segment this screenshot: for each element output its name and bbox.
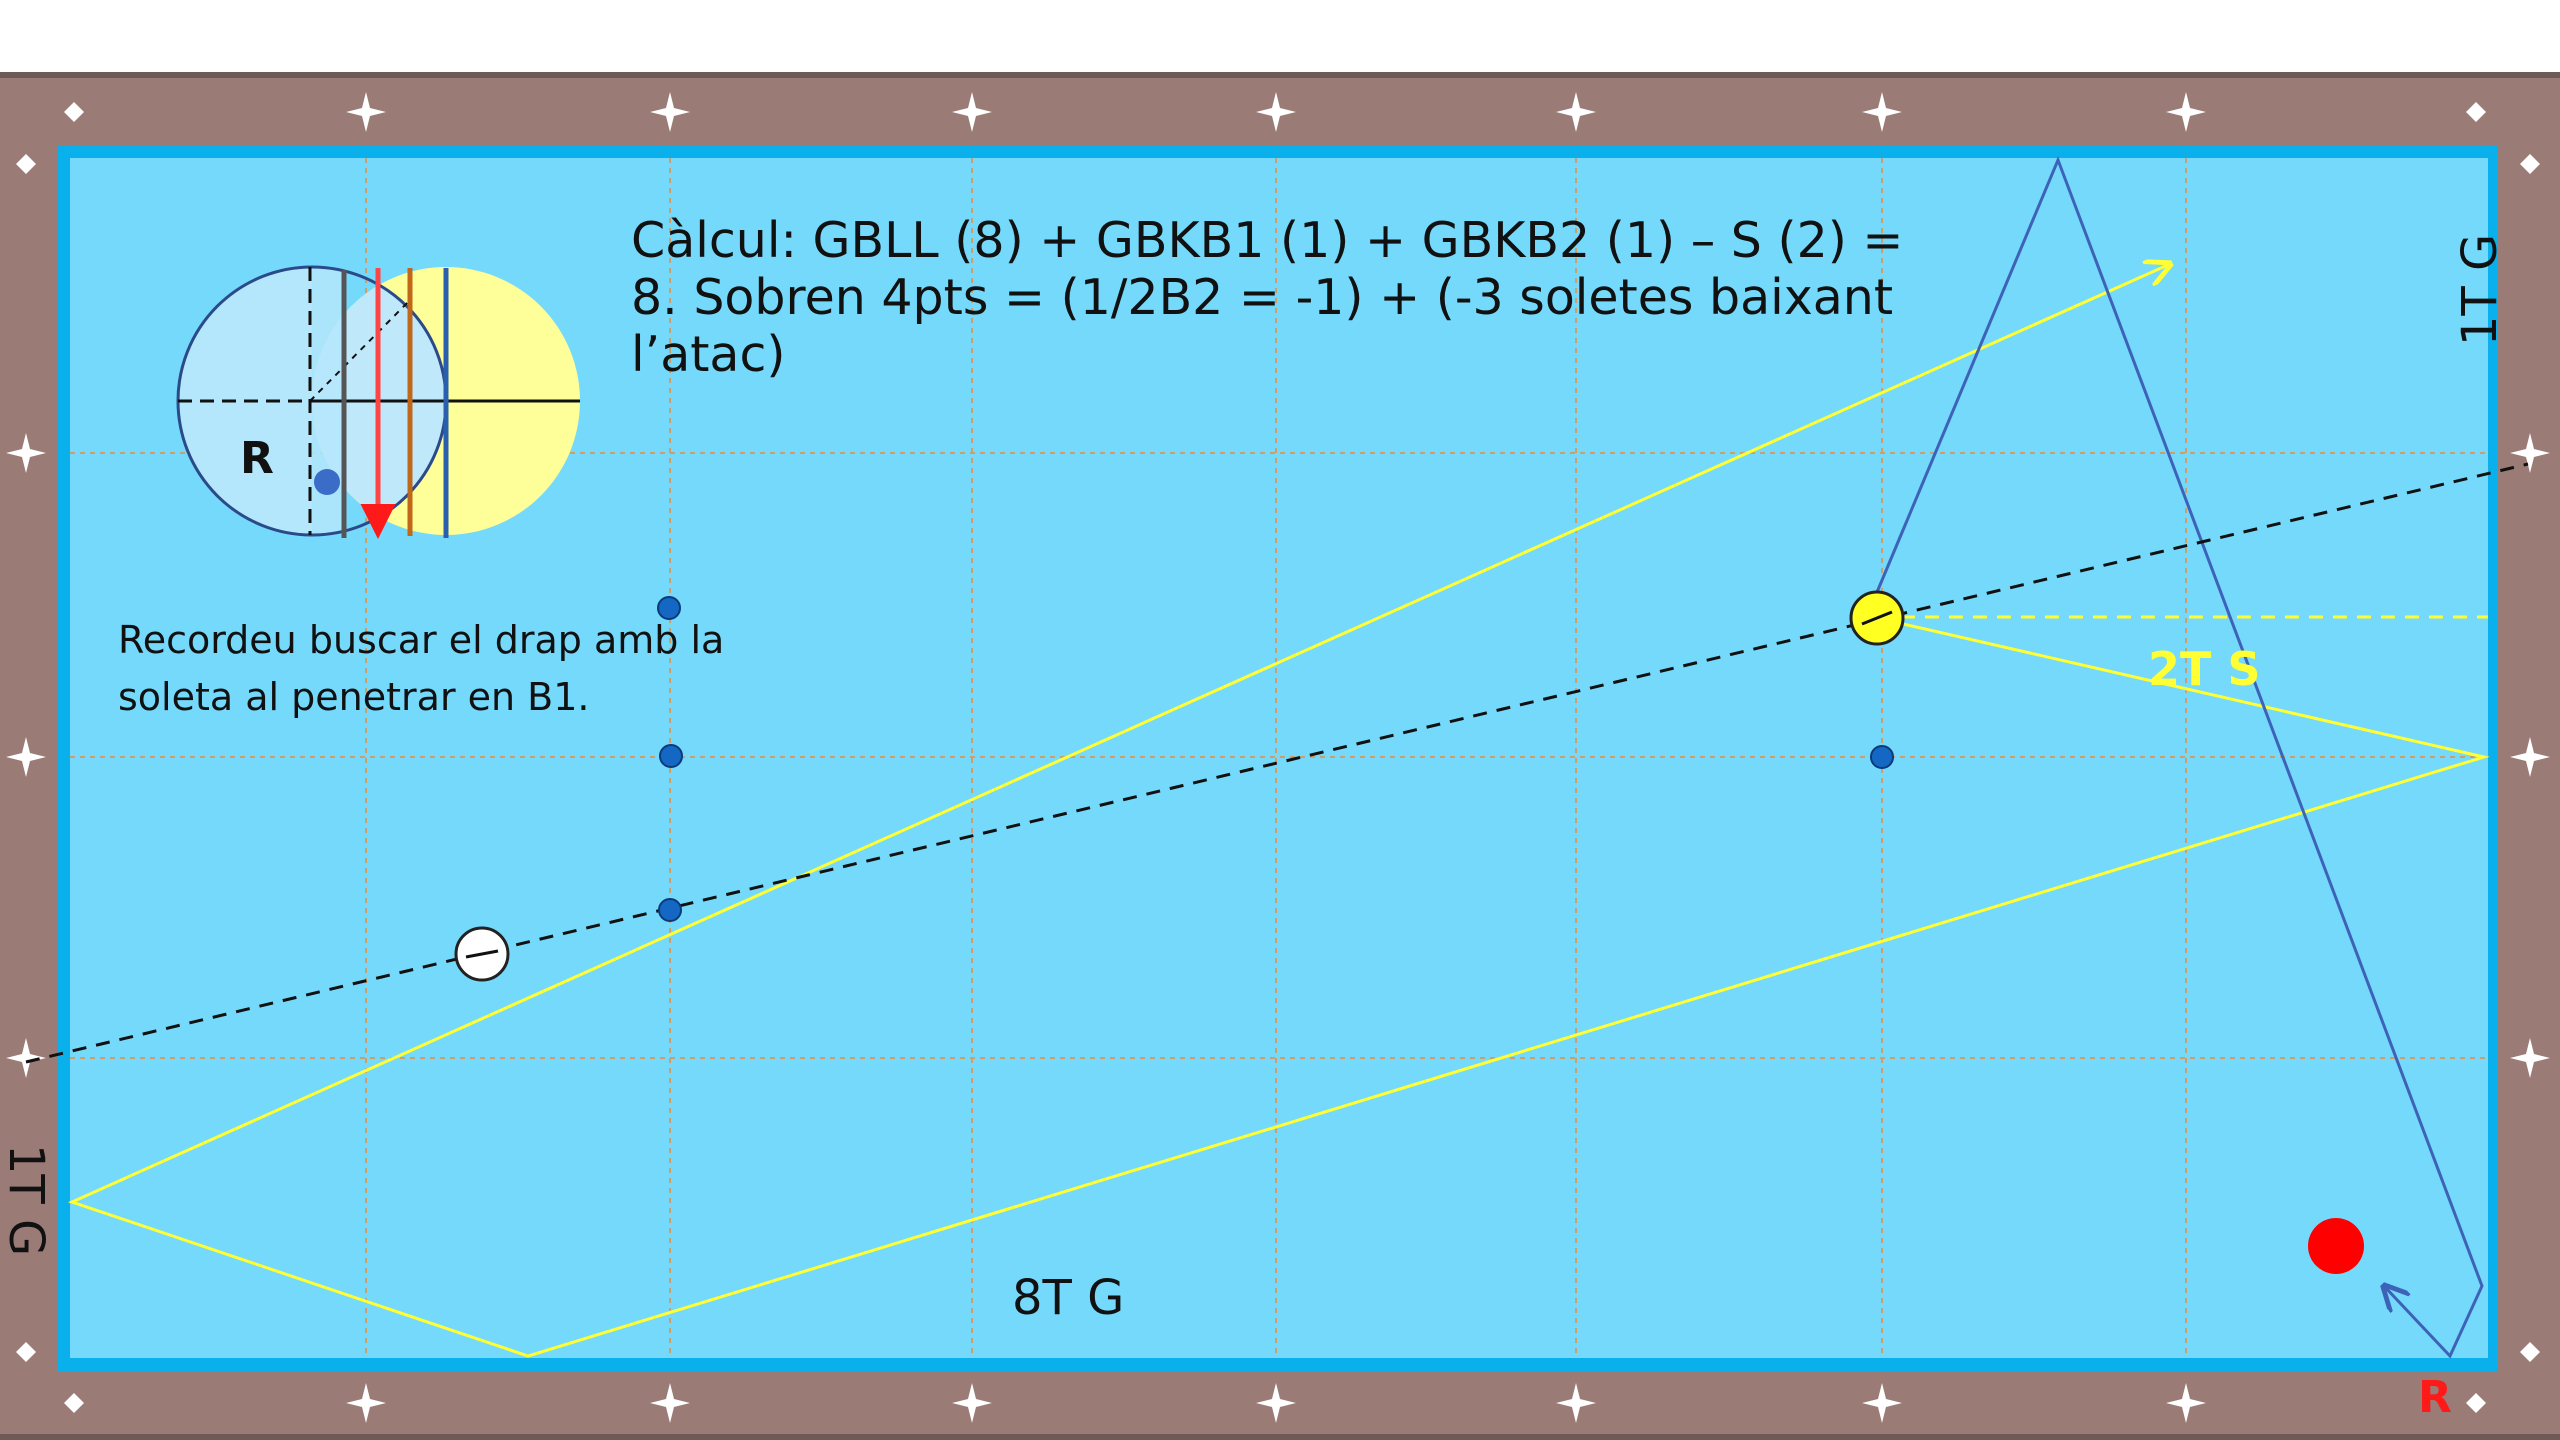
diamond-marker-icon <box>2520 1342 2540 1362</box>
star-marker-icon <box>2510 737 2550 777</box>
diamond-marker-icon <box>2466 1393 2486 1413</box>
right-rail-label: 1T G <box>2452 233 2508 347</box>
yellow-trajectory <box>67 264 2490 1358</box>
yellow-path-label: 2T S <box>2148 642 2261 696</box>
diamond-marker-icon <box>64 1393 84 1413</box>
star-marker-icon <box>952 1383 992 1423</box>
blue-trajectory <box>1860 155 2484 1359</box>
star-marker-icon <box>1256 92 1296 132</box>
star-marker-icon <box>6 1038 46 1078</box>
star-marker-icon <box>2510 433 2550 473</box>
star-marker-icon <box>346 1383 386 1423</box>
ball-contact-diagram-icon <box>176 265 580 539</box>
star-marker-icon <box>952 92 992 132</box>
star-marker-icon <box>6 433 46 473</box>
star-marker-icon <box>650 1383 690 1423</box>
rail-bottom-edge <box>0 1434 2560 1440</box>
star-marker-icon <box>1862 1383 1902 1423</box>
white-ball <box>454 926 510 982</box>
rail-markers <box>6 92 2550 1423</box>
calculation-text: Càlcul: GBLL (8) + GBKB1 (1) + GBKB2 (1)… <box>631 212 1904 383</box>
diamond-marker-icon <box>16 1342 36 1362</box>
inset-ball-label: R <box>240 433 274 484</box>
bottom-label: 8T G <box>1012 1270 1125 1326</box>
star-marker-icon <box>1256 1383 1296 1423</box>
note-text: Recordeu buscar el drap amb la soleta al… <box>118 618 725 719</box>
star-marker-icon <box>650 92 690 132</box>
star-marker-icon <box>1556 92 1596 132</box>
corner-ball-label: R <box>2418 1372 2452 1423</box>
red-ball <box>2308 1218 2364 1274</box>
diamond-marker-icon <box>2466 102 2486 122</box>
diamond-marker-icon <box>2520 154 2540 174</box>
star-marker-icon <box>2166 1383 2206 1423</box>
diamond-marker-icon <box>64 102 84 122</box>
star-marker-icon <box>2166 92 2206 132</box>
star-marker-icon <box>6 737 46 777</box>
star-marker-icon <box>346 92 386 132</box>
star-marker-icon <box>1556 1383 1596 1423</box>
rail-top-edge <box>0 72 2560 78</box>
star-marker-icon <box>1862 92 1902 132</box>
aim-line <box>25 462 2529 1064</box>
reference-dots <box>657 596 1894 922</box>
star-marker-icon <box>2510 1038 2550 1078</box>
diamond-marker-icon <box>16 154 36 174</box>
left-rail-label: 1T G <box>0 1143 54 1257</box>
yellow-ball <box>1849 590 1905 646</box>
contact-point <box>314 469 340 495</box>
